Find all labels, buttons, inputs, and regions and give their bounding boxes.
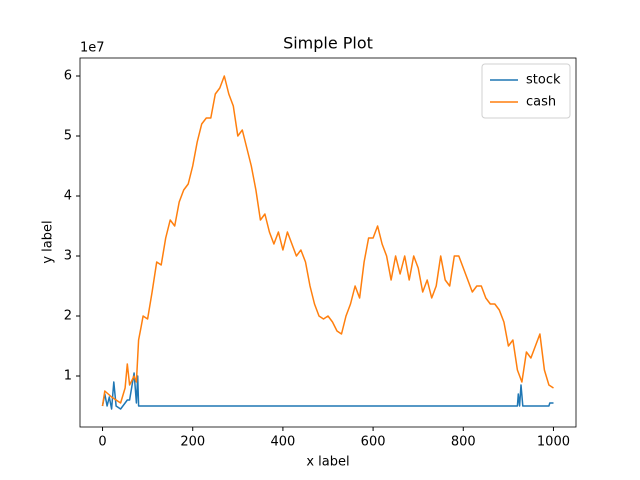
line-series	[101, 75, 554, 407]
y-axis-label: y label	[41, 220, 56, 263]
legend-label: stock	[526, 73, 561, 88]
x-tick-label: 600	[361, 435, 386, 450]
y-tick-label: 1	[64, 369, 72, 384]
y-tick-label: 6	[64, 69, 72, 84]
y-offset-label: 1e7	[80, 41, 105, 56]
x-tick-label: 1000	[537, 435, 570, 450]
x-axis-label: x label	[306, 455, 349, 470]
y-tick-label: 4	[64, 189, 72, 204]
chart-title: Simple Plot	[283, 34, 373, 53]
plot-frame	[79, 57, 577, 428]
x-tick-label: 400	[270, 435, 295, 450]
legend-label: cash	[526, 95, 556, 110]
x-tick-label: 0	[98, 435, 106, 450]
x-tick-label: 800	[451, 435, 476, 450]
legend-box	[481, 63, 571, 119]
y-tick-label: 5	[64, 129, 72, 144]
line-series	[101, 372, 554, 410]
x-tick-label: 200	[180, 435, 205, 450]
y-tick-label: 3	[64, 249, 72, 264]
y-tick-label: 2	[64, 309, 72, 324]
